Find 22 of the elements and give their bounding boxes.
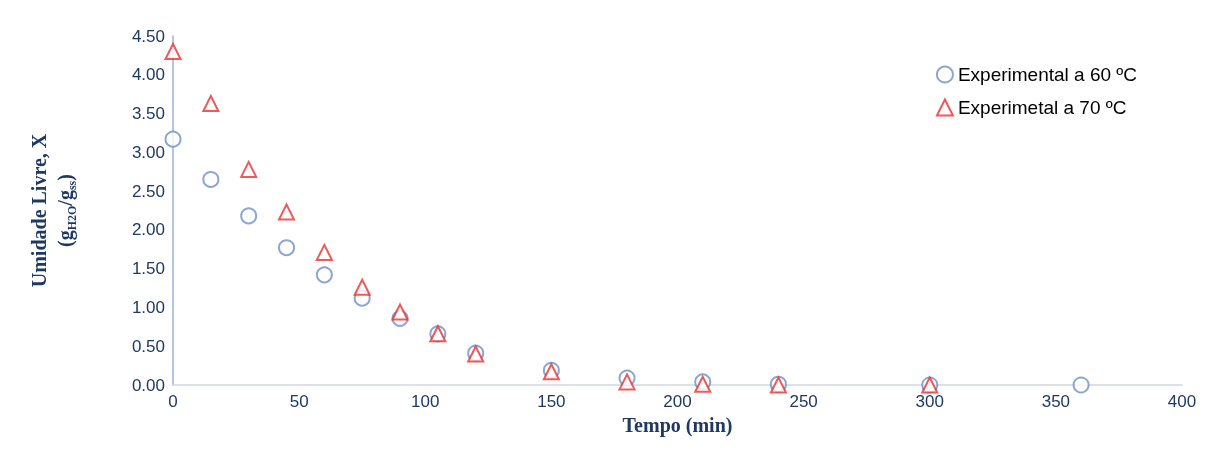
y-tick-label: 1.00 <box>131 297 165 317</box>
y-tick-label: 0.00 <box>131 375 165 395</box>
x-tick-label: 300 <box>915 392 944 411</box>
x-tick-label: 400 <box>1167 392 1197 411</box>
y-tick-label: 4.00 <box>131 65 165 85</box>
y-tick-label: 2.50 <box>131 181 165 201</box>
x-axis-title: Tempo (min) <box>622 413 733 437</box>
y-tick-label: 0.50 <box>131 336 165 356</box>
x-tick-label: 100 <box>411 392 440 411</box>
y-tick-label: 3.50 <box>131 104 165 124</box>
x-tick-label: 0 <box>168 392 178 411</box>
legend-label: Experimental a 60 ºC <box>957 64 1138 85</box>
y-tick-label: 1.50 <box>131 259 165 279</box>
legend-label: Experimetal a 70 ºC <box>957 97 1127 118</box>
y-tick-label: 4.50 <box>131 26 165 46</box>
x-tick-label: 150 <box>537 392 566 411</box>
x-tick-label: 250 <box>789 392 818 411</box>
x-tick-label: 350 <box>1041 392 1071 411</box>
x-tick-label: 200 <box>663 392 692 411</box>
y-tick-label: 3.00 <box>131 142 165 162</box>
x-tick-label: 50 <box>289 392 309 411</box>
y-tick-label: 2.00 <box>131 220 165 240</box>
